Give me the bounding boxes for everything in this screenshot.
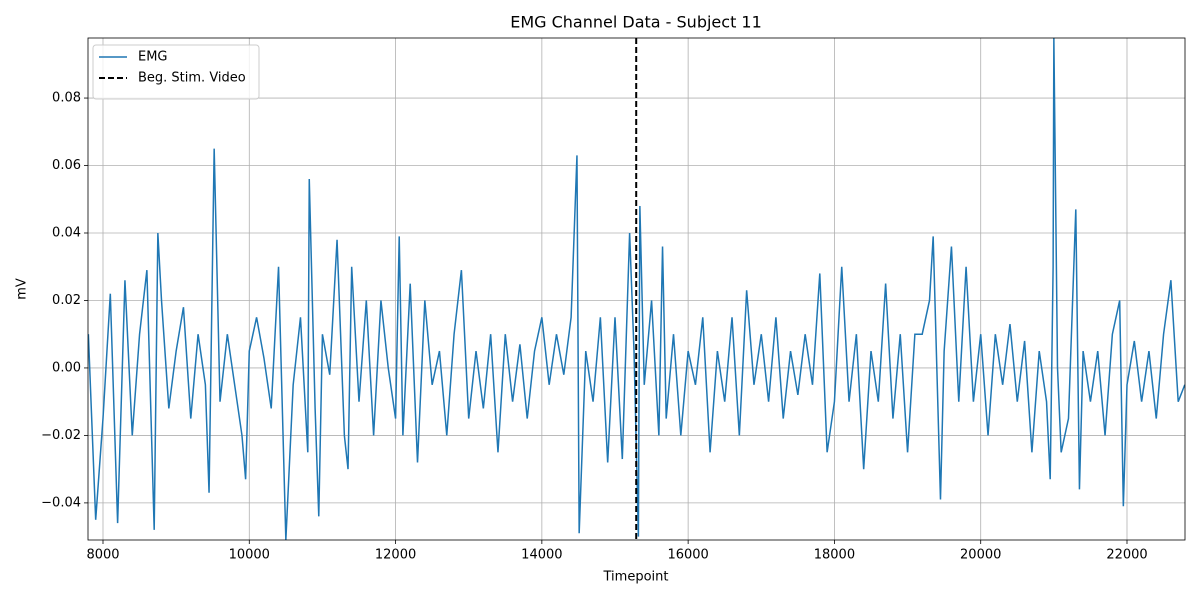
x-tick-label: 22000: [1106, 548, 1147, 563]
chart-title: EMG Channel Data - Subject 11: [510, 13, 762, 32]
y-tick-label: 0.08: [52, 91, 81, 106]
x-tick-label: 18000: [814, 548, 855, 563]
x-tick-label: 12000: [375, 548, 416, 563]
y-tick-label: −0.04: [41, 495, 81, 510]
y-tick-label: 0.06: [52, 158, 81, 173]
y-axis-label: mV: [15, 278, 30, 300]
x-axis-label: Timepoint: [603, 570, 669, 585]
legend-label: EMG: [138, 50, 168, 65]
y-tick-label: −0.02: [41, 428, 81, 443]
x-tick-label: 8000: [86, 548, 119, 563]
x-tick-label: 16000: [667, 548, 708, 563]
x-tick-label: 14000: [521, 548, 562, 563]
y-tick-label: 0.00: [52, 360, 81, 375]
legend-label: Beg. Stim. Video: [138, 71, 246, 86]
y-tick-label: 0.02: [52, 293, 81, 308]
plot-frame: [87, 37, 1186, 541]
y-tick-label: 0.04: [52, 225, 81, 240]
legend-box: [92, 44, 260, 100]
x-tick-label: 10000: [229, 548, 270, 563]
x-tick-label: 20000: [960, 548, 1001, 563]
